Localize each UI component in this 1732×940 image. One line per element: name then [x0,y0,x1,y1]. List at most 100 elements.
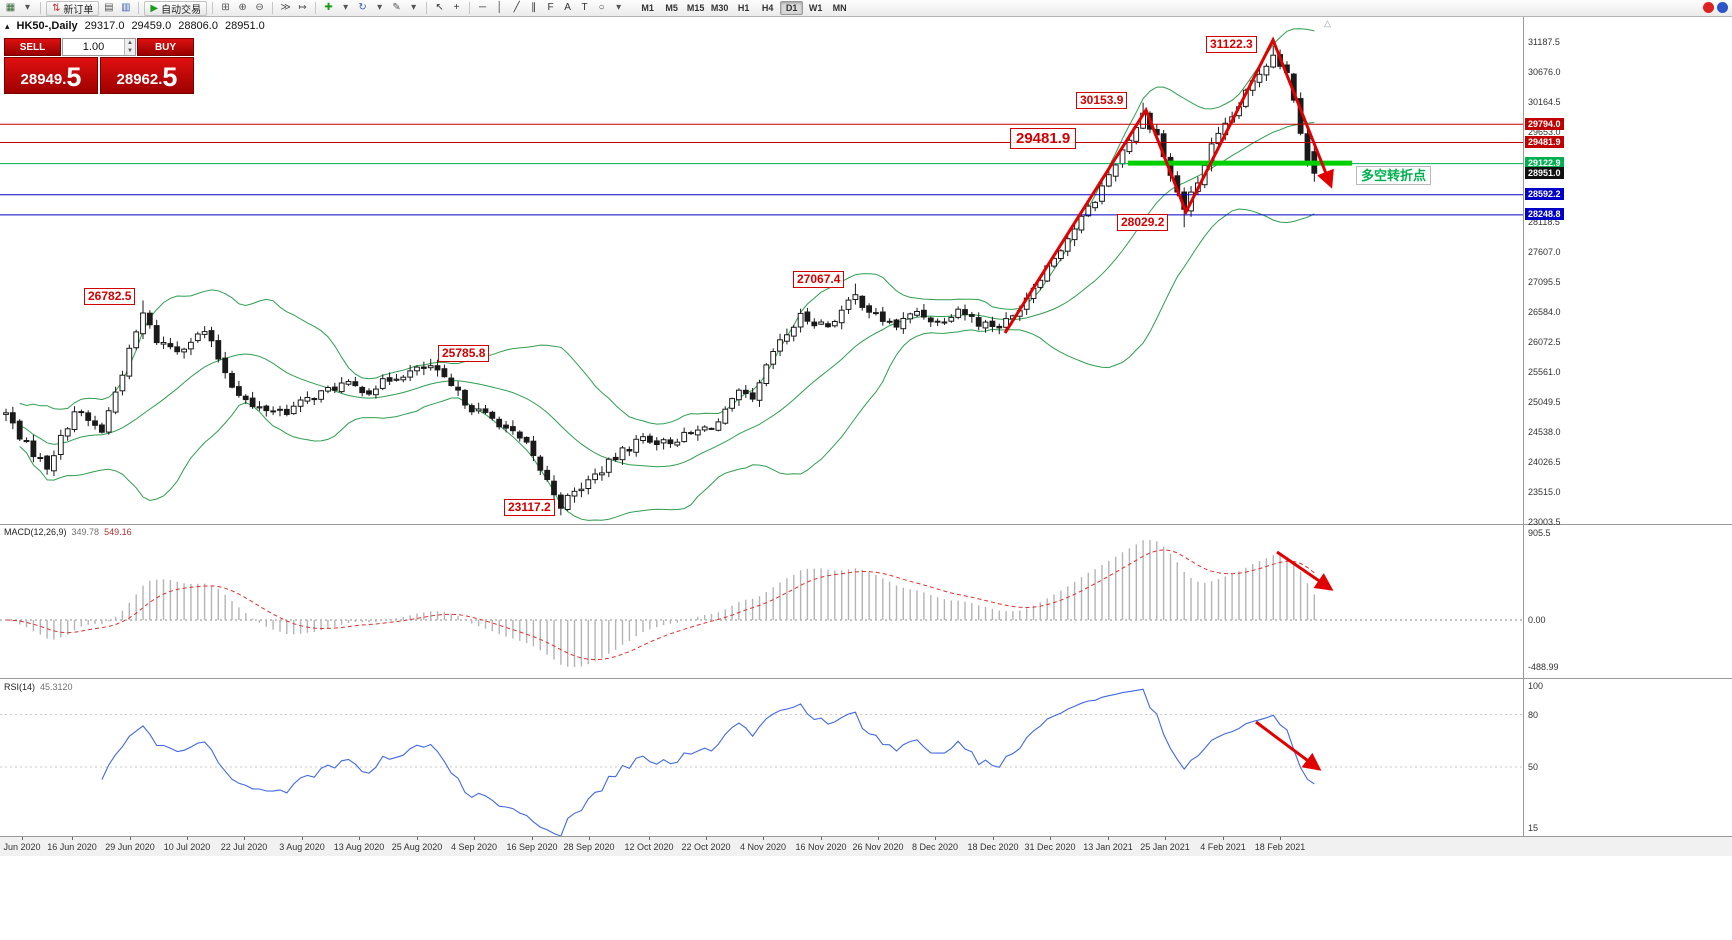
vertical-line-icon-glyph: │ [496,2,503,13]
sell-button[interactable]: SELL [4,38,61,56]
templates-icon[interactable]: ✎ [389,1,404,16]
candle-body [222,357,229,374]
trendline-icon[interactable]: ╱ [509,1,524,16]
timeframe-m5[interactable]: M5 [665,3,678,13]
candle-body [229,373,235,388]
toolbar-separator [40,2,41,14]
candle-body [475,408,482,412]
candle-body [407,370,414,378]
chevron-down-icon[interactable]: ▾ [406,1,421,16]
candle-body [283,408,290,415]
horizontal-line-icon[interactable]: ─ [475,1,490,16]
chevron-down-icon[interactable]: ▾ [611,1,626,16]
shapes-icon[interactable]: ○ [594,1,609,16]
timeframe-h4[interactable]: H4 [761,3,774,13]
ohlc-open: 29317.0 [84,20,125,32]
candle-body [701,426,708,431]
timeframe-m15[interactable]: M15 [686,3,705,13]
crosshair-icon[interactable]: + [449,1,464,16]
candle-body [37,457,44,459]
candle-body [427,365,434,369]
candle-body [968,314,975,317]
candle-body [270,410,277,413]
chart-shift-icon[interactable]: ↦ [295,1,310,16]
timeframe-mn[interactable]: MN [832,3,847,13]
bollinger-lower-band [19,208,1315,521]
label-icon[interactable]: T [577,1,592,16]
candle-body [1105,174,1112,187]
candle-body [927,317,934,323]
macd-down-arrow[interactable] [1276,550,1334,591]
candle-body [777,339,783,352]
sell-price-button[interactable]: 28949. 5 [4,57,98,94]
news-status-icon[interactable] [1717,2,1728,13]
candle-body [277,408,283,411]
chevron-down-icon-glyph: ▾ [411,2,417,13]
text-icon[interactable]: A [560,1,575,16]
timeframe-m30[interactable]: M30 [710,3,729,13]
channel-icon[interactable]: ∥ [526,1,541,16]
rsi-down-arrow[interactable] [1255,720,1322,771]
candle-body [599,472,605,476]
one-click-trading-widget: SELL 1.00 ▲ ▼ BUY 28949. 5 28962. 5 [4,38,194,94]
trend-zigzag-arrow[interactable] [1003,36,1334,334]
chart-windows-icon[interactable]: ▤ [101,1,116,16]
buy-button[interactable]: BUY [137,38,194,56]
new-order-button[interactable]: ⇅ 新订单 [46,0,100,16]
candle-body [784,334,790,342]
timeframe-h1[interactable]: H1 [737,3,750,13]
volume-increase-icon[interactable]: ▲ [125,39,135,47]
chart-shift-marker[interactable]: △ [1324,18,1331,28]
indicators-icon-glyph: ✚ [324,2,333,13]
volume-field[interactable]: 1.00 ▲ ▼ [62,38,136,56]
candle-body [85,412,92,421]
volume-value[interactable]: 1.00 [82,41,105,53]
date-tick [878,837,879,840]
chevron-down-icon[interactable]: ▾ [338,1,353,16]
timeframe-m1[interactable]: M1 [641,3,654,13]
periods-icon[interactable]: ↻ [355,1,370,16]
candle-body [338,382,345,393]
one-click-toggle[interactable]: ▴ [5,20,10,31]
buy-price-button[interactable]: 28962. 5 [100,57,194,94]
tile-windows-icon[interactable]: ⊞ [218,1,233,16]
new-chart-icon[interactable]: ▦ [3,1,18,16]
fibonacci-icon[interactable]: F [543,1,558,16]
candle-body [914,311,920,316]
volume-decrease-icon[interactable]: ▼ [125,47,135,55]
auto-scroll-icon[interactable]: ≫ [278,1,293,16]
market-watch-icon[interactable]: ▥ [118,1,133,16]
toolbar-separator [469,2,471,14]
turning-point-note[interactable]: 多空转折点 [1356,166,1432,185]
price-axis-border [1523,17,1524,836]
candle-body [441,368,448,378]
timeframe-w1[interactable]: W1 [808,3,823,13]
macd-panel-separator[interactable] [0,524,1732,525]
toolbar-separator [138,2,140,14]
candle-body [181,348,187,353]
candle-body [1037,279,1044,288]
candle-body [201,331,208,335]
zoom-out-icon[interactable]: ⊖ [252,1,267,16]
vertical-line-icon[interactable]: │ [492,1,507,16]
candle-body [1304,133,1311,162]
date-axis[interactable]: Jun 2020 16 Jun 2020 29 Jun 2020 10 Jul 202… [0,836,1732,856]
autotrading-button[interactable]: ▶ 自动交易 [144,0,208,16]
volume-stepper[interactable]: ▲ ▼ [124,39,135,55]
candle-body [873,312,879,315]
indicators-icon[interactable]: ✚ [321,1,336,16]
alert-status-icon[interactable] [1703,2,1714,13]
crosshair-icon-glyph: + [453,2,460,13]
candle-body [112,391,119,413]
zoom-in-icon[interactable]: ⊕ [235,1,250,16]
candle-body [790,326,797,337]
timeframe-d1[interactable]: D1 [780,1,804,15]
cursor-icon[interactable]: ↖ [432,1,447,16]
candle-body [585,479,592,489]
chevron-down-icon[interactable]: ▾ [372,1,387,16]
date-axis-label: 13 Jan 2021 [1083,842,1133,852]
rsi-panel-separator[interactable] [0,678,1732,679]
candle-body [681,431,688,443]
chevron-down-icon[interactable]: ▾ [20,1,35,16]
